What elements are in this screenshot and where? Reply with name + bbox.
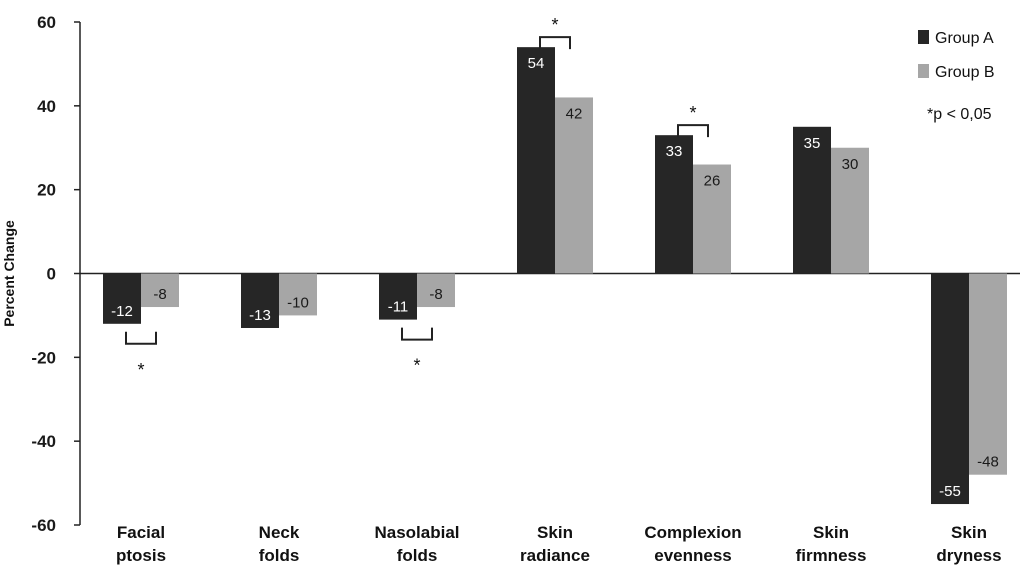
bar-group-b bbox=[555, 97, 593, 274]
bar-group-b bbox=[417, 273, 455, 308]
significance-marker: * bbox=[551, 15, 558, 35]
legend-swatch-group-a bbox=[918, 30, 929, 44]
bar-group-a bbox=[655, 135, 693, 274]
x-category-line: Skin bbox=[813, 523, 849, 542]
bars bbox=[103, 47, 1007, 505]
y-tick-label: 0 bbox=[47, 265, 56, 284]
y-tick-label: -40 bbox=[31, 432, 56, 451]
bar-group-b bbox=[831, 147, 869, 274]
bar-group-a bbox=[931, 273, 969, 505]
x-category-line: ptosis bbox=[116, 546, 166, 565]
significance-bracket bbox=[401, 327, 433, 341]
x-category-line: folds bbox=[397, 546, 438, 565]
bar-group-b bbox=[141, 273, 179, 308]
legend-label: Group B bbox=[935, 64, 995, 81]
bar-group-a bbox=[793, 126, 831, 274]
bar-group-a bbox=[379, 273, 417, 320]
y-tick-label: -60 bbox=[31, 516, 56, 535]
legend-swatch-group-b bbox=[918, 64, 929, 78]
x-category-label: Complexion evenness bbox=[644, 523, 741, 565]
data-label: 35 bbox=[804, 135, 821, 152]
y-tick-label: 40 bbox=[37, 97, 56, 116]
data-label: 54 bbox=[528, 55, 545, 72]
data-label: 33 bbox=[666, 143, 683, 160]
data-label: -10 bbox=[287, 294, 309, 311]
significance-marker: * bbox=[137, 360, 144, 380]
x-category-line: Skin bbox=[537, 523, 573, 542]
legend-label: Group A bbox=[935, 30, 994, 47]
significance-bracket bbox=[677, 124, 709, 138]
data-label: -48 bbox=[977, 454, 999, 471]
bar-group-b bbox=[693, 164, 731, 274]
x-category-line: Facial bbox=[117, 523, 165, 542]
y-tick-label: 60 bbox=[37, 13, 56, 32]
data-label: 42 bbox=[566, 105, 583, 122]
y-tick-label: -20 bbox=[31, 348, 56, 367]
data-label: -8 bbox=[429, 286, 442, 303]
data-label: -11 bbox=[388, 299, 409, 316]
x-category-line: Neck bbox=[259, 523, 300, 542]
x-category-label: Facial ptosis bbox=[116, 523, 166, 565]
x-category-label: Skin radiance bbox=[520, 523, 590, 565]
x-category-line: folds bbox=[259, 546, 300, 565]
y-tick-label: 20 bbox=[37, 181, 56, 200]
x-category-line: evenness bbox=[654, 546, 732, 565]
significance-marker: * bbox=[413, 356, 420, 376]
bar-group-b bbox=[969, 273, 1007, 475]
significance-bracket bbox=[539, 36, 571, 50]
x-category-label: Nasolabial folds bbox=[374, 523, 459, 565]
significance-marker: * bbox=[689, 103, 696, 123]
axes: 60 40 20 0 -20 -40 -60 Percent Change Facial ptos… bbox=[1, 13, 1020, 565]
legend: Group A Group B *p < 0,05 bbox=[918, 30, 995, 123]
y-axis-title: Percent Change bbox=[1, 220, 17, 327]
data-labels: -12 -8 -13 -10 -11 -8 54 42 33 26 35 30 -55 -48 bbox=[111, 55, 999, 500]
x-category-line: Nasolabial bbox=[374, 523, 459, 542]
data-label: -13 bbox=[249, 307, 271, 324]
bar-group-b bbox=[279, 273, 317, 316]
data-label: -12 bbox=[111, 303, 133, 320]
x-category-line: Complexion bbox=[644, 523, 741, 542]
data-label: 26 bbox=[704, 173, 721, 190]
data-label: -8 bbox=[153, 286, 166, 303]
x-category-label: Neck folds bbox=[259, 523, 300, 565]
x-category-line: dryness bbox=[936, 546, 1001, 565]
legend-note: *p < 0,05 bbox=[927, 106, 992, 123]
bar-group-a bbox=[103, 273, 141, 324]
x-category-line: radiance bbox=[520, 546, 590, 565]
bar-group-a bbox=[517, 47, 555, 274]
x-category-line: firmness bbox=[796, 546, 867, 565]
data-label: -55 bbox=[939, 483, 961, 500]
significance-bracket bbox=[125, 331, 157, 345]
data-label: 30 bbox=[842, 156, 859, 173]
x-category-line: Skin bbox=[951, 523, 987, 542]
significance-brackets: * * * * bbox=[125, 15, 709, 380]
x-category-label: Skin dryness bbox=[936, 523, 1001, 565]
bar-group-a bbox=[241, 273, 279, 328]
x-category-label: Skin firmness bbox=[796, 523, 867, 565]
